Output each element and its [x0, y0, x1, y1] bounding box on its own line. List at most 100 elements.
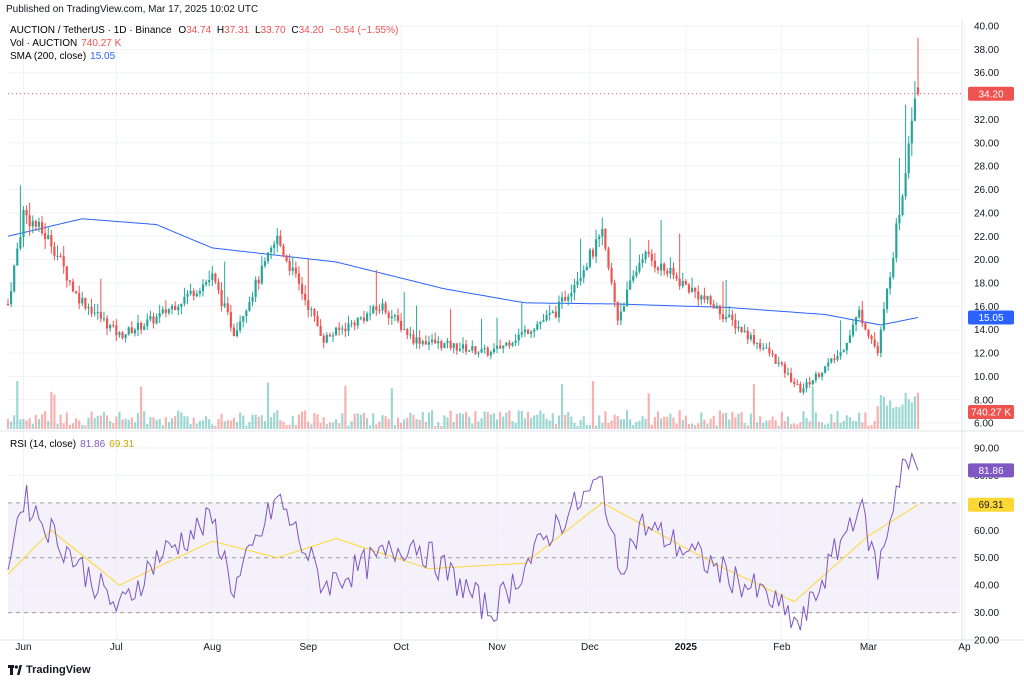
last-price-badge-bg — [968, 86, 1014, 101]
sma-200-line — [7, 218, 919, 326]
volume-bar — [536, 414, 539, 429]
candle-body — [579, 277, 582, 282]
candle-body — [235, 330, 239, 336]
candle-body — [260, 265, 263, 284]
candle-body — [629, 280, 632, 290]
candle-body — [325, 334, 328, 343]
volume-bar — [520, 410, 523, 429]
candle-body — [285, 255, 288, 261]
rsi-tick-label: 20.00 — [974, 636, 999, 647]
candle-body — [403, 329, 406, 331]
candle-body — [505, 342, 508, 346]
legend-symbol[interactable]: AUCTION / TetherUS · 1D · Binance O34.74… — [10, 25, 398, 36]
volume-bar — [523, 418, 526, 429]
candle-body — [152, 316, 155, 324]
volume-bar — [84, 425, 87, 429]
volume-bar — [273, 412, 276, 429]
volume-bar — [189, 424, 192, 429]
volume-bar — [514, 422, 517, 429]
legend-rsi[interactable]: RSI (14, close) 81.86 69.31 — [10, 439, 135, 450]
volume-bar — [650, 424, 653, 429]
candle-body — [564, 297, 567, 301]
volume-bar — [81, 424, 84, 429]
volume-bar — [180, 412, 183, 429]
candle-body — [916, 87, 920, 94]
volume-bar — [291, 415, 294, 429]
candle-body — [635, 271, 638, 276]
candle-body — [22, 210, 25, 238]
volume-bar — [474, 410, 477, 429]
volume-bar — [585, 425, 588, 429]
volume-bar — [533, 415, 536, 429]
volume-bar — [28, 418, 31, 429]
candle-body — [19, 237, 22, 249]
candle-body — [514, 340, 517, 344]
candle-body — [573, 284, 576, 293]
volume-bar — [551, 413, 554, 429]
volume-bar — [545, 418, 548, 429]
volume-bar — [331, 422, 335, 429]
volume-bar — [904, 392, 907, 429]
candle-body — [530, 331, 533, 334]
volume-bar — [468, 416, 471, 429]
candle-body — [582, 270, 585, 278]
volume-bar — [375, 424, 378, 429]
volume-bar — [709, 418, 712, 429]
candle-body — [396, 315, 400, 321]
candle-body — [663, 263, 666, 271]
candle-body — [499, 345, 502, 349]
volume-bar — [641, 416, 644, 429]
candle-body — [737, 326, 740, 329]
candle-body — [889, 277, 892, 289]
candle-body — [254, 279, 257, 297]
volume-bar — [700, 412, 703, 429]
candle-body — [458, 348, 461, 351]
price-tick-label: 22.00 — [974, 232, 999, 243]
tradingview-brand[interactable]: TradingView — [8, 664, 91, 676]
candle-body — [400, 320, 403, 330]
volume-bar — [718, 410, 721, 429]
volume-bar — [455, 413, 458, 429]
candle-body — [551, 311, 554, 314]
volume-bar — [635, 421, 638, 429]
volume-bar — [149, 417, 152, 429]
volume-bar — [833, 422, 836, 429]
candle-body — [465, 344, 468, 352]
candle-body — [595, 239, 598, 257]
candle-body — [790, 372, 793, 382]
candle-body — [901, 196, 904, 215]
legend-volume[interactable]: Vol · AUCTION 740.27 K — [10, 38, 122, 49]
volume-badge-bg — [968, 405, 1014, 419]
volume-bar — [47, 420, 50, 429]
candle-body — [517, 334, 520, 341]
candle-body — [322, 335, 325, 343]
volume-bar — [579, 420, 582, 429]
legend: AUCTION / TetherUS · 1D · Binance O34.74… — [10, 25, 398, 450]
candle-body — [133, 329, 136, 334]
volume-bar — [44, 411, 47, 429]
volume-bar — [786, 416, 790, 429]
volume-bar — [465, 411, 468, 429]
volume-bar — [873, 420, 876, 429]
candle-body — [808, 381, 811, 385]
volume-bar — [434, 425, 437, 429]
candle-body — [542, 320, 545, 323]
legend-sma[interactable]: SMA (200, close) 15.05 — [10, 51, 116, 62]
candle-body — [316, 315, 319, 326]
candle-body — [362, 317, 366, 321]
candle-body — [842, 350, 845, 353]
volume-bar — [313, 413, 316, 429]
volume-bar — [25, 420, 28, 429]
candle-body — [533, 329, 536, 332]
volume-bar — [820, 422, 824, 429]
candle-body — [616, 301, 619, 321]
candle-body — [836, 355, 839, 360]
candle-body — [226, 303, 229, 313]
candle-body — [37, 221, 41, 227]
volume-bar — [300, 411, 304, 429]
volume-bar — [201, 420, 205, 429]
candle-body — [672, 267, 675, 276]
candle-body — [669, 267, 672, 274]
candle-body — [675, 275, 678, 279]
